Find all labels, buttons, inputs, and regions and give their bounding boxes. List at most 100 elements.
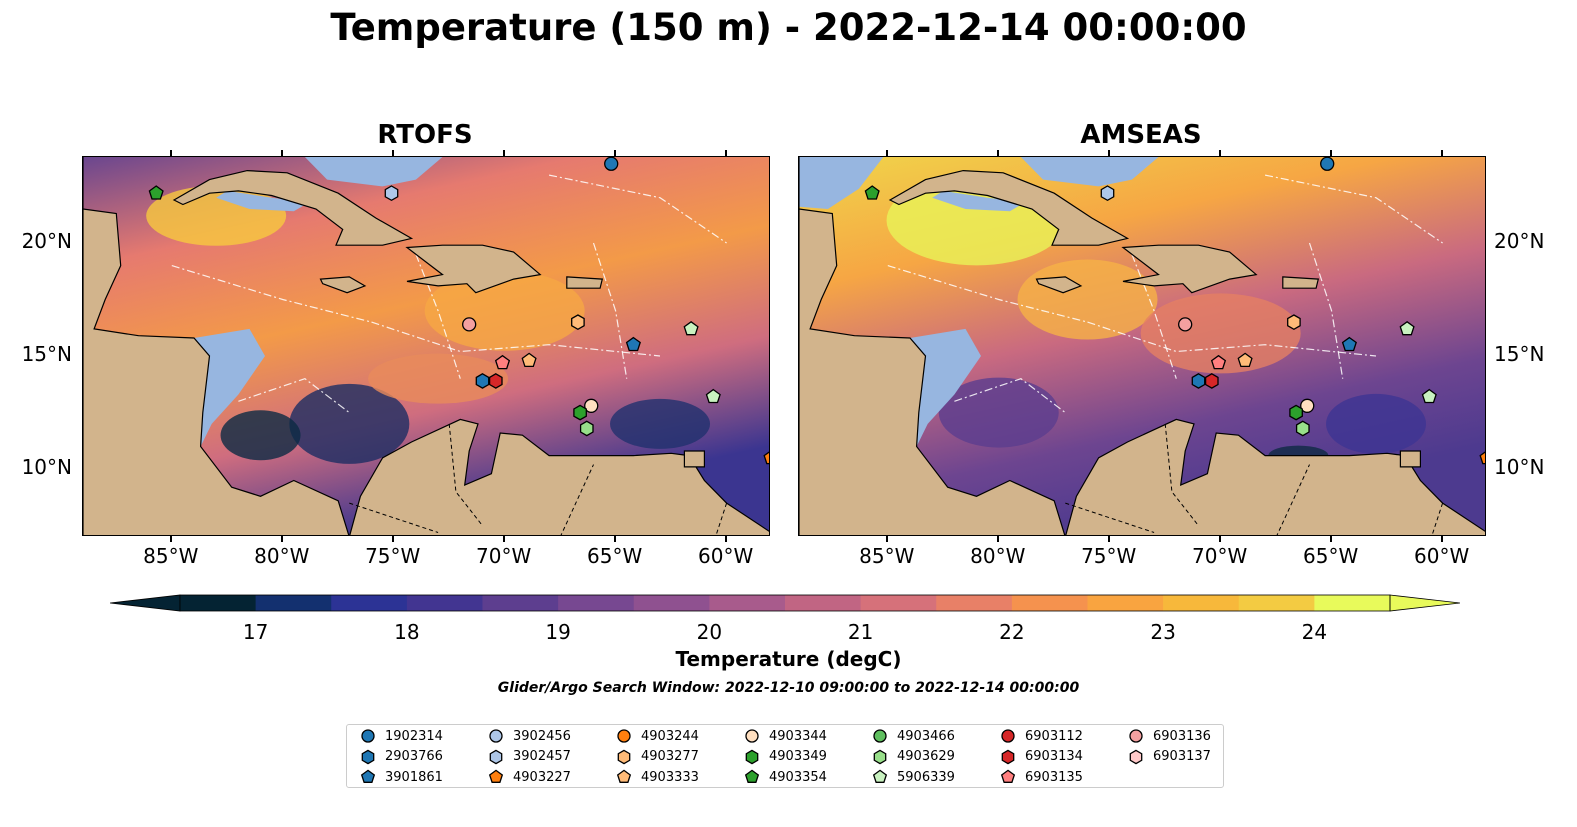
legend-marker-hexagon [361, 749, 375, 764]
float-marker-5906339[interactable] [705, 388, 721, 404]
legend-marker-pentagon [488, 769, 504, 783]
lat-tick-label-left: 20°N [21, 228, 72, 253]
temperature-anomaly [424, 270, 585, 351]
legend-marker-circle [1001, 729, 1015, 743]
float-marker-4903227[interactable] [1479, 451, 1486, 465]
float-marker-4903227[interactable] [763, 451, 770, 465]
land-cuba [172, 169, 414, 246]
float-marker-6903135[interactable] [1210, 354, 1227, 370]
float-marker-6903134[interactable] [488, 373, 503, 389]
shelf-nicaragua [194, 328, 265, 447]
lon-tick-mark [724, 536, 727, 542]
legend-marker-pentagon [616, 769, 632, 783]
legend-label: 4903227 [513, 769, 571, 785]
eez-boundary-line [238, 378, 350, 414]
legend-label: 4903349 [769, 749, 827, 764]
legend-marker-circle [489, 729, 503, 743]
legend-marker-pentagon [744, 769, 760, 783]
legend-entry: 4903333 [615, 767, 699, 787]
float-marker-4903354[interactable] [148, 185, 164, 200]
float-marker-1902314[interactable] [1320, 157, 1335, 171]
float-marker-2903766[interactable] [475, 373, 490, 389]
panel-title-rtofs: RTOFS [377, 120, 473, 150]
float-marker-6903136[interactable] [462, 317, 477, 332]
float-marker-4903333[interactable] [1237, 352, 1253, 368]
legend-entry: 4903466 [871, 726, 955, 746]
float-marker-4903349[interactable] [573, 404, 587, 421]
temperature-anomaly [1140, 293, 1301, 374]
colorbar-swatch [331, 595, 408, 611]
temperature-anomaly [1326, 393, 1427, 454]
colorbar-tick-label: 22 [999, 620, 1025, 644]
lon-tick-mark [1107, 150, 1110, 156]
colorbar-tick-label: 20 [696, 620, 723, 644]
legend-label: 4903244 [641, 728, 699, 744]
legend-label: 6903135 [1025, 769, 1083, 785]
float-marker-4903277[interactable] [571, 314, 585, 331]
temperature-anomaly [938, 377, 1059, 448]
float-marker-4903629[interactable] [1295, 420, 1310, 437]
colorbar-swatch [406, 595, 483, 611]
lon-tick-label: 65°W [587, 544, 643, 568]
country-border [1431, 502, 1444, 535]
legend-marker-pentagon [872, 769, 888, 783]
lon-tick-label: 80°W [970, 544, 1026, 568]
float-marker-4903349[interactable] [1289, 404, 1303, 421]
float-marker-4903333[interactable] [521, 352, 537, 368]
lon-tick-mark [1218, 150, 1221, 156]
float-marker-5906339[interactable] [1399, 320, 1415, 336]
lon-tick-mark [613, 536, 616, 542]
country-border [1065, 502, 1155, 533]
legend-entry: 3902456 [487, 726, 571, 746]
lon-tick-mark [996, 150, 999, 156]
colorbar-swatch [255, 595, 332, 611]
float-marker-3902457[interactable] [1100, 185, 1115, 202]
legend-marker-circle [1129, 729, 1143, 743]
float-marker-6903135[interactable] [494, 354, 511, 370]
shelf-south-cuba [932, 190, 1026, 212]
float-marker-4903344[interactable] [1300, 398, 1315, 413]
lon-tick-mark [169, 150, 172, 156]
eez-boundary-line [171, 265, 372, 323]
float-legend: 1902314 2903766 3901861 3902456 3902457 49032… [346, 724, 1224, 788]
float-marker-5906339[interactable] [1421, 388, 1437, 404]
float-marker-3901861[interactable] [625, 336, 641, 352]
temperature-anomaly [610, 398, 711, 449]
float-marker-2903766[interactable] [1191, 373, 1206, 389]
lon-tick-mark [502, 150, 505, 156]
gulf-of-mexico [799, 157, 884, 209]
lon-tick-mark [1329, 536, 1332, 542]
country-border [448, 423, 483, 527]
legend-label: 5906339 [897, 769, 955, 785]
float-marker-4903629[interactable] [579, 420, 594, 437]
legend-entry: 4903354 [743, 767, 827, 787]
float-marker-6903136[interactable] [1178, 317, 1193, 332]
colorbar-extend-high [1389, 594, 1460, 612]
lat-tick-label-right: 15°N [1494, 342, 1545, 367]
legend-marker-circle [873, 729, 887, 743]
colorbar-label: Temperature (degC) [675, 647, 902, 671]
legend-marker-pentagon [360, 769, 376, 783]
legend-entry: 4903344 [743, 726, 827, 746]
colorbar-swatch [1163, 595, 1240, 611]
legend-entry: 4903244 [615, 726, 699, 746]
float-marker-4903354[interactable] [864, 185, 880, 200]
float-marker-3902457[interactable] [384, 185, 399, 202]
colorbar-tick-label: 21 [847, 620, 874, 644]
map-panel-amseas[interactable] [798, 156, 1486, 536]
float-marker-4903344[interactable] [584, 398, 599, 413]
float-marker-4903277[interactable] [1287, 314, 1301, 331]
lon-tick-label: 70°W [1192, 544, 1248, 568]
map-panel-rtofs[interactable] [82, 156, 770, 536]
colorbar-swatch [709, 595, 786, 611]
float-marker-5906339[interactable] [683, 320, 699, 336]
legend-entry: 4903277 [615, 747, 699, 767]
temperature-anomaly [1017, 259, 1158, 340]
eez-boundary-line [1308, 242, 1344, 379]
float-marker-6903134[interactable] [1204, 373, 1219, 389]
float-marker-1902314[interactable] [604, 157, 619, 171]
map-canvas [799, 157, 1486, 535]
legend-marker-pentagon [1000, 769, 1016, 783]
legend-marker-circle [617, 729, 631, 743]
float-marker-3901861[interactable] [1341, 336, 1357, 352]
